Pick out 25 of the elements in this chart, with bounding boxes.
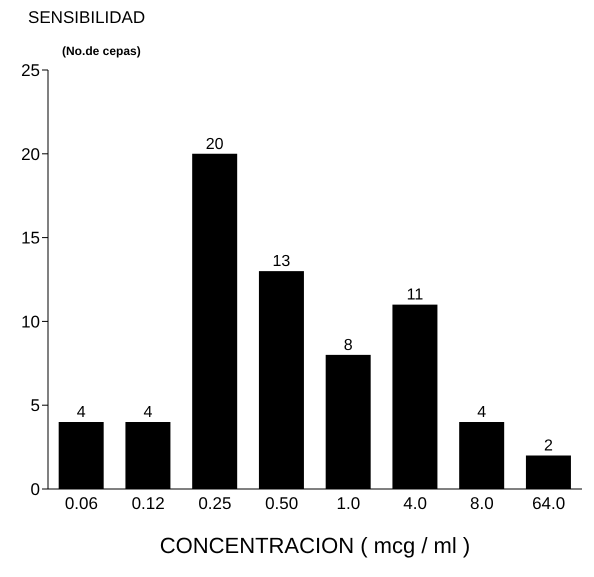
y-tick-label: 5 — [30, 396, 40, 416]
data-label: 4 — [143, 404, 152, 421]
y-tick-label: 25 — [21, 61, 40, 80]
x-tick-label: 0.06 — [64, 494, 98, 514]
y-tick-label: 15 — [21, 228, 40, 248]
data-label: 11 — [406, 286, 424, 304]
data-label: 4 — [76, 404, 86, 421]
data-label: 13 — [272, 253, 290, 270]
data-label: 8 — [344, 336, 353, 354]
x-tick-label: 1.0 — [336, 494, 360, 514]
y-tick-label: 0 — [30, 480, 40, 500]
x-tick-label: 8.0 — [470, 494, 494, 514]
data-label: 2 — [544, 437, 553, 454]
y-axis-title: SENSIBILIDAD — [28, 8, 146, 28]
x-tick-label: 4.0 — [403, 494, 427, 514]
data-label: 20 — [206, 136, 224, 153]
y-tick-label: 20 — [21, 144, 40, 164]
x-tick-label: 0.25 — [198, 494, 232, 514]
x-axis-title: CONCENTRACION ( mcg / ml ) — [160, 533, 470, 558]
x-tick-label: 64.0 — [532, 494, 566, 514]
data-label: 4 — [477, 404, 486, 421]
x-tick-label: 0.50 — [265, 494, 298, 514]
y-tick-label: 10 — [21, 312, 40, 332]
x-tick-label: 0.12 — [132, 494, 165, 514]
chart-subtitle: (No.de cepas) — [62, 44, 141, 58]
